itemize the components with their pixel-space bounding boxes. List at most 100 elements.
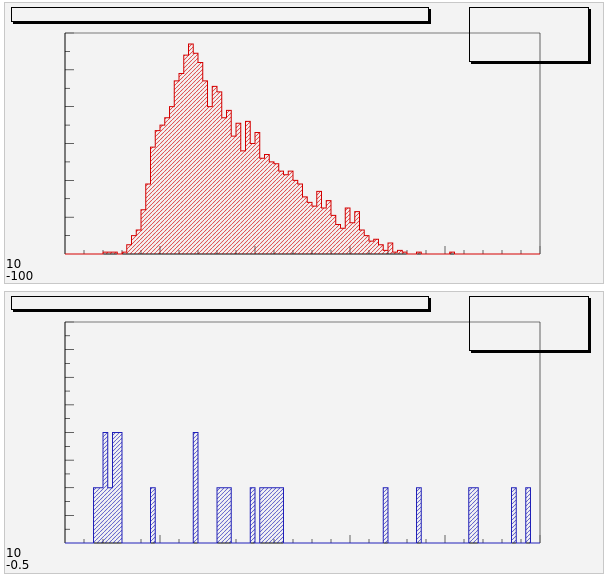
top-bin-bar [402, 252, 407, 254]
bottom-bin-bar [103, 432, 108, 543]
bottom-bin-bar [416, 487, 422, 543]
top-bin-bar [383, 250, 388, 254]
top-bin-bar [126, 244, 132, 254]
top-bin-bar [164, 117, 170, 254]
bottom-bin-bar [473, 487, 479, 543]
top-bin-bar [107, 252, 113, 254]
bottom-stats-box [469, 296, 589, 351]
top-bin-bar [150, 147, 156, 254]
top-bin-bar [240, 150, 246, 254]
top-bin-bar [188, 44, 194, 254]
top-bin-bar [293, 180, 298, 254]
bottom-bin-bar [193, 432, 198, 543]
bottom-bin-bar [264, 487, 270, 543]
bottom-bin-bar [274, 487, 279, 543]
top-bin-bar [245, 121, 251, 255]
top-bin-bar [112, 252, 118, 254]
top-bin-bar [340, 228, 346, 254]
top-bin-bar [449, 252, 455, 254]
top-bin-bar [364, 235, 369, 254]
top-bin-bar [278, 171, 284, 255]
top-bin-bar [350, 222, 355, 254]
bottom-bin-bar [221, 487, 227, 543]
bottom-bin-bar [269, 487, 274, 543]
top-bin-bar [221, 117, 227, 254]
top-bin-bar [141, 209, 146, 254]
bottom-bin-bar [93, 487, 99, 543]
top-stats-box [469, 7, 589, 62]
top-bin-bar [359, 230, 365, 254]
top-bin-bar [307, 202, 312, 254]
bottom-bin-bar [259, 487, 265, 543]
top-bin-bar [198, 62, 203, 254]
top-bin-bar [250, 143, 255, 254]
top-bin-bar [378, 244, 384, 254]
top-bin-bar [226, 110, 232, 254]
bottom-bin-bar [250, 487, 255, 543]
top-bin-bar [202, 80, 208, 254]
top-bin-bar [255, 132, 260, 254]
top-bin-bar [103, 252, 108, 254]
top-bin-bar [345, 207, 350, 254]
top-bin-bar [174, 80, 179, 254]
top-bin-bar [321, 207, 327, 254]
top-bin-bar [269, 161, 274, 254]
bottom-bin-bar [511, 487, 517, 543]
top-bin-bar [302, 196, 308, 254]
top-bin-bar [179, 73, 184, 255]
top-histogram [65, 43, 540, 255]
top-ytick-label-upper: 10 [6, 257, 22, 271]
top-bin-bar [169, 106, 175, 254]
bottom-outline [65, 432, 540, 544]
top-bin-bar [283, 174, 289, 254]
top-outline [65, 43, 540, 255]
top-bin-bar [236, 123, 241, 255]
bottom-bin-bar [217, 487, 222, 543]
top-bin-bar [392, 252, 398, 254]
bottom-bin-bar [150, 487, 156, 543]
top-bin-bar [136, 230, 141, 254]
top-bin-bar [274, 163, 279, 254]
bottom-bin-bar [226, 487, 232, 543]
top-bin-bar [183, 55, 189, 254]
bottom-bin-bar [117, 432, 122, 543]
top-bin-bar [231, 136, 236, 254]
top-bin-bar [369, 241, 374, 254]
top-bin-bar [373, 239, 379, 254]
bottom-bin-bar [383, 487, 388, 543]
bottom-ytick-label-upper: 10 [6, 546, 22, 560]
top-bin-bar [288, 171, 293, 255]
top-bin-bar [122, 252, 127, 254]
top-bin-bar [193, 53, 198, 255]
bottom-bin-bar [525, 487, 531, 543]
bottom-histogram [65, 432, 540, 544]
bottom-title-box [11, 296, 429, 310]
bottom-bin-bar [468, 487, 474, 543]
top-bin-bar [160, 125, 165, 254]
top-bin-bar [297, 184, 303, 254]
top-bin-bar [397, 250, 403, 254]
bottom-bin-bar [107, 487, 113, 543]
top-bin-bar [217, 91, 222, 255]
top-bin-bar [259, 158, 265, 254]
top-bin-bar [335, 224, 341, 254]
top-bin-bar [207, 106, 213, 254]
top-bin-bar [388, 242, 393, 254]
bottom-bin-bar [278, 487, 284, 543]
top-bin-bar [331, 215, 336, 254]
top-bin-bar [416, 252, 422, 254]
top-bin-bar [131, 235, 137, 254]
top-bin-bar [212, 86, 217, 254]
top-bin-bar [145, 184, 151, 254]
bottom-bin-bar [98, 487, 103, 543]
top-bin-bar [326, 200, 331, 254]
top-ytick-label-lower: -100 [6, 269, 34, 283]
bottom-ytick-label-lower: -0.5 [6, 558, 30, 572]
top-bin-bar [155, 130, 160, 254]
top-bin-bar [264, 154, 270, 254]
bottom-bin-bar [112, 432, 118, 543]
top-bin-bar [312, 206, 317, 254]
top-bin-bar [354, 211, 360, 254]
top-bin-bar [316, 191, 322, 254]
top-title-box [11, 7, 429, 22]
